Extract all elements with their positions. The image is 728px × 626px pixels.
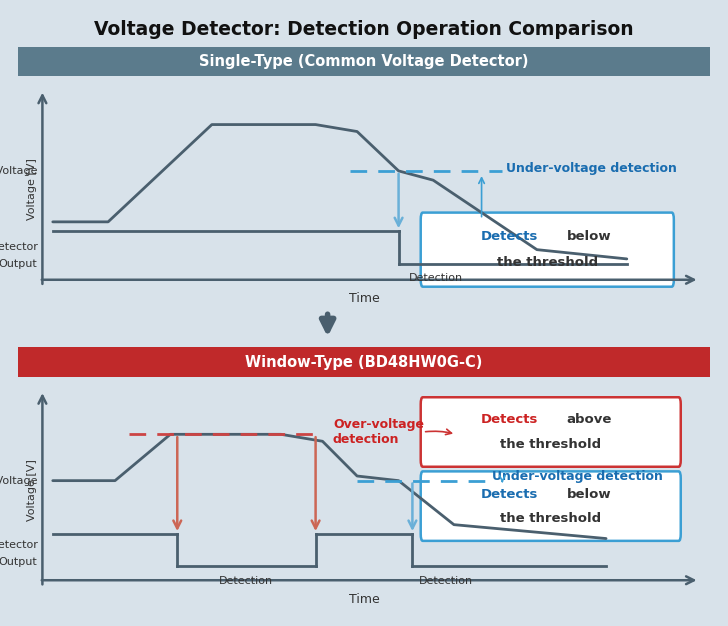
Text: Output: Output (0, 557, 38, 567)
Text: Time: Time (349, 593, 379, 606)
FancyBboxPatch shape (421, 398, 681, 467)
Text: Voltage Detector: Detection Operation Comparison: Voltage Detector: Detection Operation Co… (94, 20, 634, 39)
Text: Over-voltage
detection: Over-voltage detection (333, 418, 424, 446)
Text: Window-Type (BD48HW0G-C): Window-Type (BD48HW0G-C) (245, 355, 483, 369)
Text: Detection: Detection (409, 273, 463, 283)
Text: Under-voltage detection: Under-voltage detection (506, 162, 676, 175)
Text: Single-Type (Common Voltage Detector): Single-Type (Common Voltage Detector) (199, 54, 529, 69)
Text: Detection Voltage: Detection Voltage (0, 476, 38, 486)
Text: above: above (566, 413, 612, 426)
Text: Under-voltage detection: Under-voltage detection (492, 470, 662, 483)
Text: the threshold: the threshold (500, 438, 601, 451)
Text: Voltage Detector: Voltage Detector (0, 242, 38, 252)
Text: Detects: Detects (480, 230, 538, 244)
FancyBboxPatch shape (421, 471, 681, 541)
Text: Voltage [V]: Voltage [V] (27, 158, 37, 220)
Text: the threshold: the threshold (500, 511, 601, 525)
Text: Output: Output (0, 259, 38, 269)
FancyBboxPatch shape (421, 213, 674, 287)
Text: Voltage Detector: Voltage Detector (0, 540, 38, 550)
Text: Detects: Detects (480, 413, 538, 426)
Text: Detection: Detection (219, 576, 274, 585)
Text: the threshold: the threshold (496, 256, 598, 269)
Text: below: below (566, 230, 611, 244)
Text: below: below (566, 488, 611, 501)
Text: Detects: Detects (480, 488, 538, 501)
Text: Detection: Detection (419, 576, 473, 585)
Text: Detection Voltage: Detection Voltage (0, 166, 38, 176)
Text: Time: Time (349, 292, 379, 305)
Text: Voltage [V]: Voltage [V] (27, 459, 37, 521)
